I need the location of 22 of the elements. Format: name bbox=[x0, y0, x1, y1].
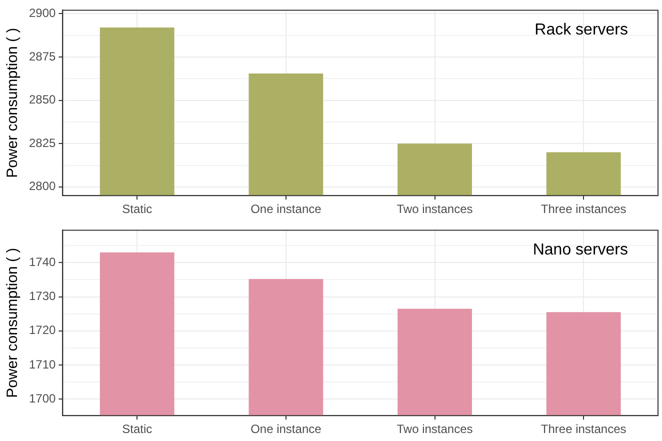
y-tick-label: 2900 bbox=[28, 6, 56, 20]
y-tick-label: 1700 bbox=[28, 392, 56, 406]
x-tick-label: Static bbox=[122, 202, 152, 216]
y-tick-label: 1710 bbox=[28, 357, 56, 372]
y-tick-label: 1720 bbox=[28, 323, 56, 338]
x-tick-label: One instance bbox=[250, 422, 322, 436]
y-tick-label: 1730 bbox=[28, 289, 56, 304]
y-tick-label: 2875 bbox=[28, 49, 56, 64]
x-tick-label: Static bbox=[122, 422, 152, 436]
x-tick-label: Three instances bbox=[540, 422, 626, 436]
text: Rack servers bbox=[534, 22, 628, 39]
x-tick-label: Two instances bbox=[396, 422, 473, 436]
x-tick-label: Two instances bbox=[396, 202, 473, 216]
y-tick-label: 2825 bbox=[28, 136, 56, 150]
y-tick-label: 1740 bbox=[28, 254, 56, 269]
text: Nano servers bbox=[532, 242, 628, 259]
y-tick-label: 2800 bbox=[28, 179, 56, 194]
x-tick-label: One instance bbox=[250, 202, 322, 216]
y-axis-title: Power consumption ( ) bbox=[4, 248, 22, 398]
x-tick-label: Three instances bbox=[540, 202, 626, 216]
y-tick-label: 2850 bbox=[28, 92, 56, 107]
y-axis-title: Power consumption ( ) bbox=[4, 28, 22, 178]
